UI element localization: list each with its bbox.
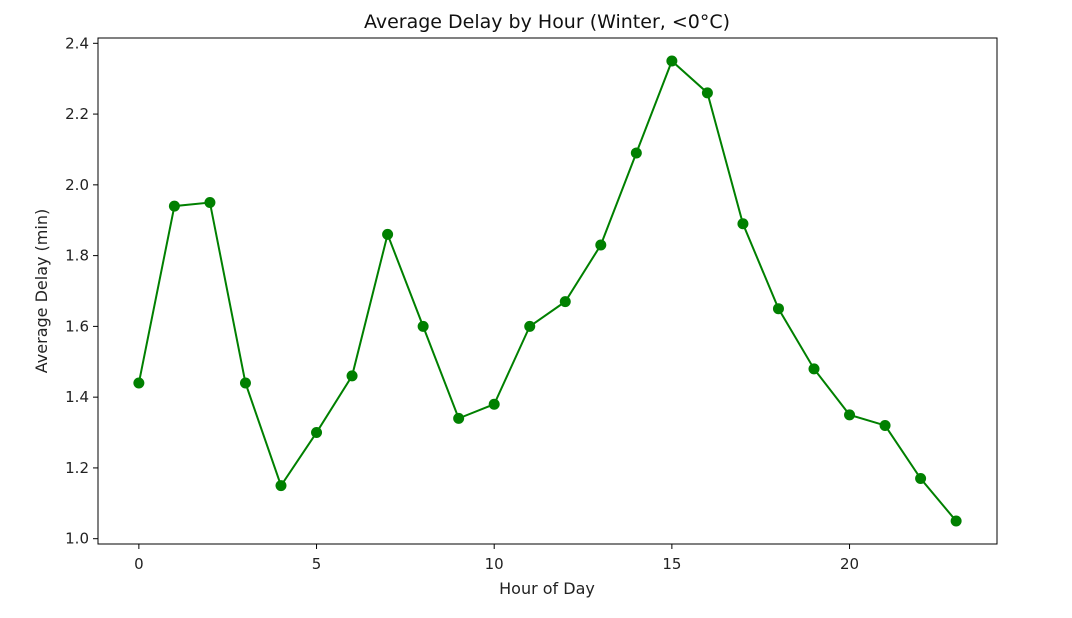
y-tick-label: 1.2 bbox=[65, 459, 89, 477]
y-tick-label: 1.0 bbox=[65, 530, 89, 548]
data-point bbox=[382, 228, 394, 240]
x-axis-label: Hour of Day bbox=[499, 579, 595, 598]
data-point bbox=[453, 412, 465, 424]
data-point bbox=[701, 87, 713, 99]
data-point bbox=[275, 480, 287, 492]
y-tick-label: 2.2 bbox=[65, 105, 89, 123]
data-point bbox=[488, 398, 500, 410]
x-tick-label: 15 bbox=[662, 555, 681, 573]
data-point bbox=[666, 55, 678, 67]
x-tick-label: 0 bbox=[134, 555, 144, 573]
series-line bbox=[137, 59, 957, 522]
data-point bbox=[204, 197, 216, 209]
data-point bbox=[595, 239, 607, 251]
x-tick-label: 5 bbox=[312, 555, 322, 573]
data-point bbox=[915, 473, 927, 485]
plot-frame bbox=[97, 37, 998, 545]
data-point bbox=[311, 427, 323, 439]
x-tick-label: 20 bbox=[840, 555, 859, 573]
data-point bbox=[737, 218, 749, 230]
y-axis-label: Average Delay (min) bbox=[32, 209, 51, 373]
data-point bbox=[844, 409, 856, 421]
data-point bbox=[950, 515, 962, 527]
y-tick-label: 2.4 bbox=[65, 34, 89, 52]
y-axis: 1.0 1.2 1.4 1.6 1.8 2.0 2.2 2.4 bbox=[65, 34, 98, 548]
data-point bbox=[772, 303, 784, 315]
plot-area bbox=[133, 55, 962, 527]
data-point bbox=[524, 320, 536, 332]
data-point bbox=[559, 296, 571, 308]
chart-title: Average Delay by Hour (Winter, <0°C) bbox=[364, 11, 730, 33]
y-tick-label: 1.4 bbox=[65, 388, 89, 406]
data-point bbox=[417, 320, 429, 332]
data-point bbox=[630, 147, 642, 159]
data-point bbox=[133, 377, 145, 389]
data-point bbox=[239, 377, 251, 389]
y-tick-label: 2.0 bbox=[65, 176, 89, 194]
x-axis: 0 5 10 15 20 bbox=[134, 544, 859, 573]
data-point bbox=[879, 419, 891, 431]
y-tick-label: 1.6 bbox=[65, 317, 89, 335]
data-point bbox=[168, 200, 180, 212]
data-point bbox=[346, 370, 358, 382]
y-tick-label: 1.8 bbox=[65, 247, 89, 265]
x-tick-label: 10 bbox=[485, 555, 504, 573]
data-point bbox=[808, 363, 820, 375]
